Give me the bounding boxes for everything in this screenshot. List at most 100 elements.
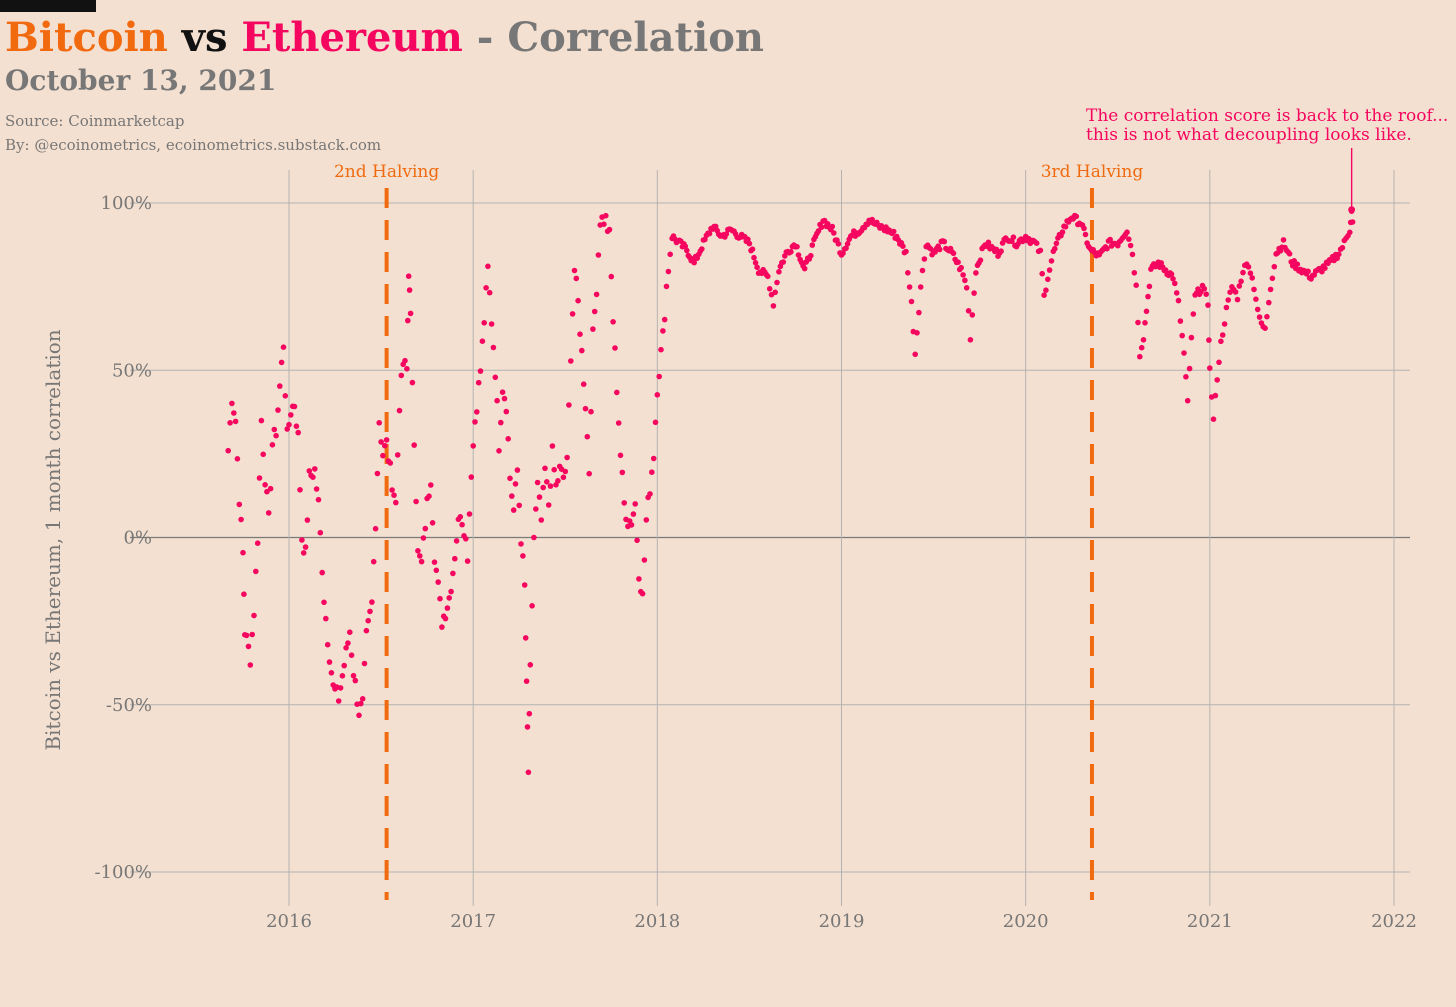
data-point	[545, 502, 552, 508]
data-point	[415, 548, 421, 554]
data-point	[1043, 287, 1049, 294]
y-axis-label: Bitcoin vs Ethereum, 1 month correlation	[41, 329, 65, 750]
data-point	[387, 460, 394, 466]
data-point	[654, 392, 661, 398]
data-point	[936, 246, 943, 253]
data-point	[774, 279, 780, 286]
data-point	[1037, 247, 1044, 254]
data-point	[569, 311, 576, 317]
data-point	[840, 250, 846, 256]
data-point	[452, 555, 458, 562]
data-point	[1138, 344, 1145, 351]
data-point	[614, 389, 620, 396]
x-tick-label: 2016	[266, 911, 312, 932]
data-point	[621, 500, 627, 506]
data-point	[378, 439, 384, 445]
data-point	[1256, 314, 1263, 320]
data-point	[271, 426, 278, 433]
data-point	[396, 407, 403, 414]
data-point	[523, 678, 530, 684]
data-point	[446, 595, 453, 601]
data-point	[428, 482, 434, 488]
data-point	[389, 487, 395, 493]
data-point	[464, 558, 471, 564]
data-point	[293, 423, 300, 430]
data-point	[1168, 271, 1175, 277]
data-point	[1172, 280, 1178, 287]
data-point	[905, 270, 911, 276]
data-point	[536, 494, 543, 500]
data-point	[1234, 296, 1241, 303]
data-point	[510, 507, 517, 513]
data-point	[723, 231, 730, 237]
data-point	[262, 482, 268, 488]
data-point	[639, 590, 646, 597]
data-point	[494, 397, 500, 404]
data-point	[776, 269, 782, 275]
data-point	[586, 470, 592, 477]
data-point	[253, 568, 259, 575]
data-point	[1267, 286, 1274, 293]
data-point	[398, 372, 405, 379]
data-point	[245, 643, 252, 650]
data-point	[636, 576, 642, 582]
data-point	[971, 290, 977, 296]
data-point	[227, 420, 233, 426]
data-point	[433, 567, 440, 574]
data-point	[304, 517, 311, 523]
data-point	[985, 239, 992, 246]
data-point	[383, 437, 390, 443]
annotation-text: The correlation score is back to the roo…	[1086, 106, 1448, 126]
data-point	[391, 492, 397, 499]
data-point	[912, 351, 918, 358]
data-point	[374, 470, 381, 477]
data-point	[977, 257, 984, 264]
halving-label: 3rd Halving	[1041, 162, 1144, 182]
data-point	[437, 595, 443, 602]
data-point	[1170, 276, 1176, 282]
data-point	[579, 347, 585, 354]
data-point	[356, 712, 362, 719]
data-point	[249, 631, 255, 638]
data-point	[794, 243, 800, 250]
data-point	[1041, 292, 1047, 299]
data-point	[684, 247, 690, 254]
data-point	[317, 529, 324, 536]
data-point	[969, 312, 976, 318]
data-point	[463, 536, 469, 542]
data-point	[310, 474, 316, 481]
x-tick-label: 2019	[819, 911, 865, 932]
data-point	[288, 412, 294, 418]
data-point	[1137, 353, 1143, 360]
data-point	[251, 612, 257, 619]
data-point	[509, 493, 515, 499]
data-point	[617, 452, 624, 459]
data-point	[521, 582, 528, 588]
data-point	[284, 426, 291, 432]
data-point	[691, 259, 697, 266]
data-point	[1046, 267, 1053, 273]
data-point	[1232, 289, 1239, 295]
data-point	[801, 265, 808, 272]
data-point	[682, 243, 689, 250]
axis-labels: 100% 50% 0% -50% -100% 2016 2017 2018 2019 2020 20…	[41, 162, 1417, 932]
x-tick-label: 2018	[634, 911, 680, 932]
y-tick-label: -100%	[94, 862, 152, 883]
data-point	[1251, 286, 1257, 293]
data-point	[588, 408, 594, 415]
data-point	[765, 273, 771, 280]
data-point	[518, 541, 524, 547]
data-point	[1247, 270, 1254, 277]
data-point	[533, 506, 539, 512]
data-point	[1186, 365, 1193, 372]
data-point	[315, 496, 322, 503]
data-point	[453, 538, 460, 544]
data-point	[795, 252, 802, 258]
data-point	[1059, 229, 1066, 235]
data-point	[505, 436, 512, 442]
data-point	[422, 525, 429, 532]
title-bitcoin: Bitcoin	[5, 14, 168, 61]
data-point	[524, 724, 531, 730]
data-point	[780, 259, 787, 265]
data-point	[603, 212, 609, 219]
